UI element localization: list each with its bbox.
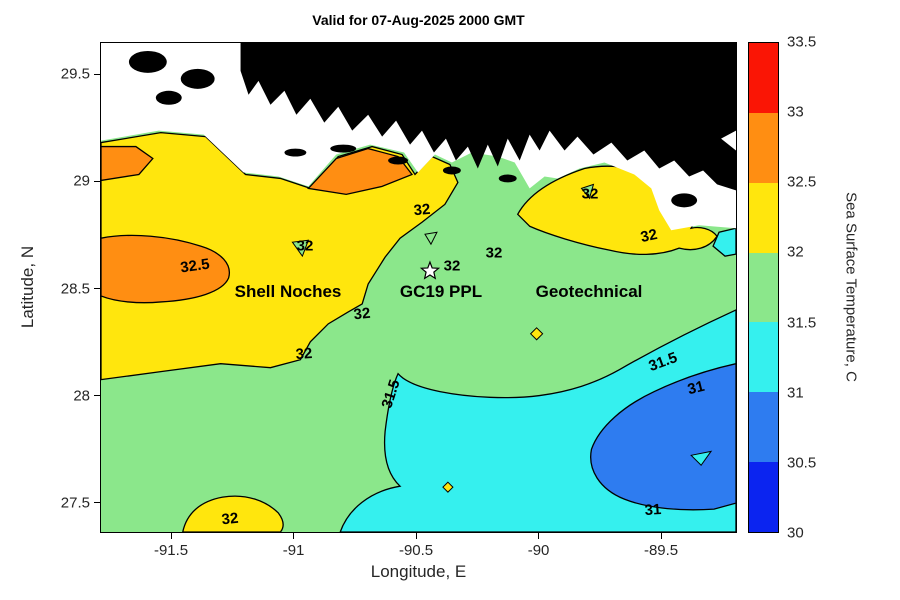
land-islet-1 (128, 50, 167, 73)
colorbar-segment (749, 392, 778, 463)
colorbar-tick-label: 32 (787, 243, 804, 261)
x-tick-mark (170, 533, 172, 539)
y-tick-mark (94, 180, 100, 182)
sst-map-svg (101, 43, 736, 532)
colorbar (748, 42, 779, 533)
x-axis-label: Longitude, E (370, 562, 467, 581)
y-tick-mark (94, 395, 100, 397)
barrier-island-1 (284, 148, 307, 157)
colorbar-segment (749, 112, 778, 183)
green-speck-1 (291, 239, 310, 258)
y-tick-mark (94, 502, 100, 504)
colorbar-tick-label: 32.5 (787, 173, 817, 191)
sst-band-yellow-bottom (182, 495, 284, 532)
colorbar-tick-label: 30 (787, 524, 804, 542)
sst-band-blue (590, 363, 736, 511)
colorbar-tick-label: 31 (787, 384, 804, 402)
x-tick-label: -91.5 (153, 542, 189, 559)
x-tick-label: -90 (527, 542, 550, 559)
x-tick-mark (538, 533, 540, 539)
x-tick-mark (415, 533, 417, 539)
yellow-speck-2 (442, 481, 454, 493)
x-tick-label: -91 (282, 542, 305, 559)
cyan-sliver-right-edge (712, 227, 736, 257)
colorbar-segment (749, 43, 778, 113)
cyan-speck-in-blue (690, 450, 713, 467)
y-tick-label: 29 (73, 172, 90, 190)
barrier-island-2 (330, 144, 357, 153)
green-speck-2 (580, 183, 595, 200)
sst-band-orange-left (101, 234, 231, 304)
colorbar-label: Sea Surface Temperature, C (842, 192, 860, 382)
y-tick-label: 27.5 (60, 494, 90, 512)
sst-band-yellow-main (101, 131, 459, 381)
y-tick-label: 28 (73, 387, 90, 405)
colorbar-segment (749, 322, 778, 393)
y-tick-label: 28.5 (60, 280, 90, 298)
colorbar-segment (749, 462, 778, 533)
colorbar-tick-label: 33.5 (787, 33, 817, 51)
x-tick-mark (660, 533, 662, 539)
sst-band-orange-topmid (307, 147, 414, 196)
colorbar-segment (749, 252, 778, 323)
colorbar-segment (749, 182, 778, 253)
colorbar-tick-label: 30.5 (787, 454, 817, 472)
y-tick-label: 29.5 (60, 65, 90, 83)
site-star-icon (419, 260, 441, 280)
x-tick-mark (293, 533, 295, 539)
y-tick-mark (94, 288, 100, 290)
colorbar-tick-label: 33 (787, 103, 804, 121)
land-islet-4 (671, 193, 698, 208)
barrier-island-4 (442, 166, 461, 175)
land-islet-3 (155, 90, 182, 105)
x-tick-label: -90.5 (398, 542, 434, 559)
y-tick-mark (94, 73, 100, 75)
land-islet-2 (180, 68, 215, 89)
green-speck-3 (424, 231, 438, 246)
plot-area (100, 42, 737, 533)
sst-band-orange-topleft (101, 145, 154, 182)
colorbar-tick-label: 31.5 (787, 314, 817, 332)
barrier-island-3 (388, 156, 409, 165)
land-mass (240, 43, 736, 191)
figure-title: Valid for 07-Aug-2025 2000 GMT (312, 12, 525, 28)
x-tick-label: -89.5 (643, 542, 679, 559)
barrier-island-5 (498, 174, 517, 183)
yellow-speck-1 (529, 327, 544, 341)
